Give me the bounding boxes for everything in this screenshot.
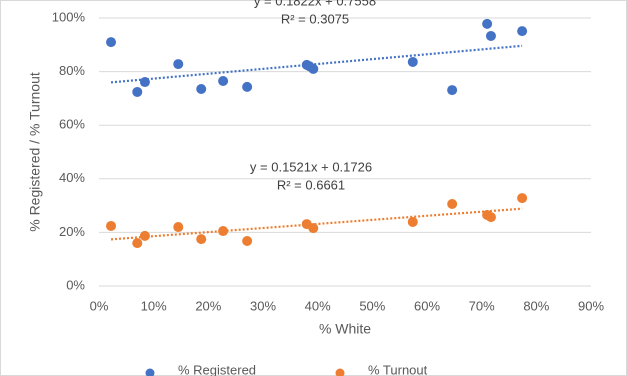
point (407, 216, 418, 227)
y-tick-label: 100% (52, 9, 86, 24)
point (139, 230, 150, 241)
trendline-r2: R² = 0.3075 (281, 11, 349, 26)
point (173, 222, 184, 233)
point (218, 226, 229, 237)
point (132, 86, 143, 97)
point (482, 18, 493, 29)
x-tick-label: 10% (141, 298, 167, 313)
trendline-equation: y = 0.1822x + 0.7558 (254, 0, 376, 8)
point (308, 63, 319, 74)
point (106, 37, 117, 48)
point (517, 26, 528, 37)
trendline-equation: y = 0.1521x + 0.1726 (250, 159, 372, 174)
point (106, 220, 117, 231)
y-tick-label: 0% (66, 277, 85, 292)
x-axis-title: % White (319, 321, 371, 337)
x-tick-label: 90% (578, 298, 604, 313)
y-tick-label: 40% (59, 170, 85, 185)
point (308, 223, 319, 234)
y-tick-label: 60% (59, 117, 85, 132)
point (447, 85, 458, 96)
point (485, 212, 496, 223)
x-tick-label: 60% (414, 298, 440, 313)
point (196, 84, 207, 95)
point (447, 198, 458, 209)
legend-label: % Turnout (368, 362, 428, 376)
legend-marker (335, 368, 345, 376)
point (218, 75, 229, 86)
point (242, 81, 253, 92)
y-tick-label: 80% (59, 63, 85, 78)
x-tick-label: 40% (305, 298, 331, 313)
x-tick-label: 20% (195, 298, 221, 313)
x-tick-label: 30% (250, 298, 276, 313)
legend-label: % Registered (178, 362, 256, 376)
x-tick-label: 0% (90, 298, 109, 313)
point (485, 30, 496, 41)
x-tick-label: 80% (523, 298, 549, 313)
trendline-r2: R² = 0.6661 (277, 177, 345, 192)
y-tick-label: 20% (59, 224, 85, 239)
trendline (110, 207, 523, 241)
point (407, 56, 418, 67)
y-axis-title: % Registered / % Turnout (27, 72, 43, 232)
legend-marker (145, 368, 155, 376)
point (196, 234, 207, 245)
point (132, 238, 143, 249)
point (139, 77, 150, 88)
point (173, 59, 184, 70)
point (517, 193, 528, 204)
x-tick-label: 50% (359, 298, 385, 313)
point (242, 235, 253, 246)
trendline (110, 44, 523, 84)
x-tick-label: 70% (469, 298, 495, 313)
